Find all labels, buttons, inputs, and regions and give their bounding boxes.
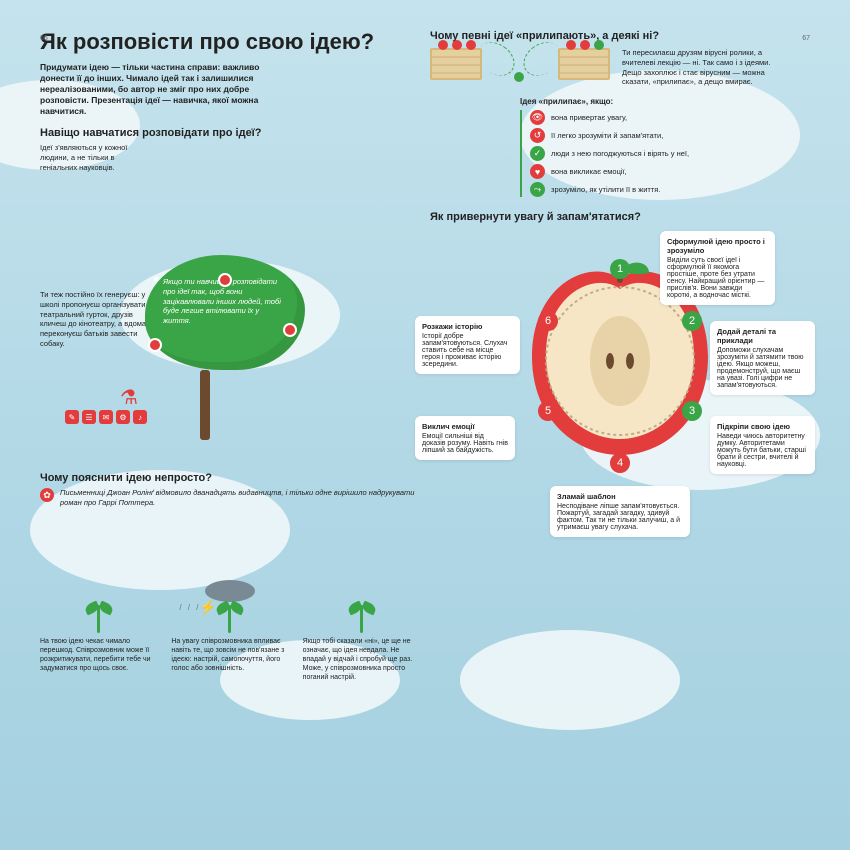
callout-details: Додай деталі та прикладиДопоможи слухача… <box>710 321 815 395</box>
stick-item: ♥вона викликає емоції, <box>530 164 810 179</box>
page-number-right: 67 <box>802 35 810 42</box>
green-ball-icon <box>514 72 524 82</box>
page-left: 66 Як розповісти про свою ідею? Придумат… <box>40 30 420 820</box>
apple-diagram: 1 2 3 4 5 6 Сформулюй ідею просто і зроз… <box>430 241 810 501</box>
bounce-zone <box>494 48 546 87</box>
why-learn-text: Ідеї з'являються у кожної людини, а не т… <box>40 143 150 172</box>
heading-why-learn: Навіщо навчатися розповідати про ідеї? <box>40 127 420 139</box>
page-right: 67 Чому певні ідеї «прилипають», а деякі… <box>430 30 810 820</box>
stick-item: ↺її легко зрозуміти й запам'ятати, <box>530 128 810 143</box>
step-badge-2: 2 <box>682 311 702 331</box>
idea-tree: Якщо ти навчишся розповідати про ідеї та… <box>145 255 305 440</box>
red-ball-icon <box>580 40 590 50</box>
page-number-left: 66 <box>40 35 48 42</box>
step-badge-5: 5 <box>538 401 558 421</box>
seedlings-row: На твою ідею чекає чимало перешкод. Спів… <box>40 585 420 682</box>
music-icon: ♪ <box>133 410 147 424</box>
stick-list-head: Ідея «прилипає», якщо: <box>520 97 810 106</box>
red-ball-icon <box>566 40 576 50</box>
rain-icon: / / / <box>179 603 200 612</box>
callout-emotion: Виклич емоціїЕмоції сильніші від доказів… <box>415 416 515 460</box>
main-title: Як розповісти про свою ідею? <box>40 30 420 54</box>
lightning-icon: ⚡ <box>199 599 216 616</box>
apple-icon <box>220 275 230 285</box>
eye-icon: 👁 <box>530 110 545 125</box>
lead-paragraph: Придумати ідею — тільки частина справи: … <box>40 62 260 117</box>
green-ball-icon <box>594 40 604 50</box>
stick-list: Ідея «прилипає», якщо: 👁вона привертає у… <box>430 97 810 197</box>
stick-item: 👁вона привертає увагу, <box>530 110 810 125</box>
watering-can-icon: ⚗ <box>120 385 138 410</box>
seedling-1: На твою ідею чекає чимало перешкод. Спів… <box>40 585 157 682</box>
heart-icon: ♥ <box>530 164 545 179</box>
sprout-icon <box>97 605 100 633</box>
step-badge-6: 6 <box>538 311 558 331</box>
red-ball-icon <box>466 40 476 50</box>
apple-icon <box>285 325 295 335</box>
sprout-icon <box>360 605 363 633</box>
activity-icons-row: ✎ ☰ ✉ ⚙ ♪ <box>65 410 147 424</box>
cycle-icon: ↺ <box>530 128 545 143</box>
apple-icon <box>150 340 160 350</box>
callout-story: Розкажи історіюІсторії добре запам'ятову… <box>415 316 520 374</box>
crates-row: Ти пересилаєш друзям вірусні ролики, а в… <box>430 48 810 87</box>
step-badge-1: 1 <box>610 259 630 279</box>
rowling-fact: ✿ Письменниці Джоан Ролінґ відмовило два… <box>40 488 420 508</box>
red-ball-icon <box>438 40 448 50</box>
step-badge-3: 3 <box>682 401 702 421</box>
step-badge-4: 4 <box>610 453 630 473</box>
bulb-icon: ✿ <box>40 488 54 502</box>
stick-intro: Ти пересилаєш друзям вірусні ролики, а в… <box>622 48 772 87</box>
red-ball-icon <box>452 40 462 50</box>
arrow-icon: ⤳ <box>530 182 545 197</box>
heading-attention: Як привернути увагу й запам'ятатися? <box>430 211 810 223</box>
generate-text: Ти теж постійно їх генеруєш: у школі про… <box>40 290 150 349</box>
mail-icon: ✉ <box>99 410 113 424</box>
seedling-3: Якщо тобі сказали «ні», це ще не означає… <box>303 585 420 682</box>
gear-icon: ⚙ <box>116 410 130 424</box>
stick-item: ✓люди з нею погоджуються і вірять у неї, <box>530 146 810 161</box>
tree-trunk <box>200 370 210 440</box>
seedling-2: / / / ⚡ На увагу співрозмовника впливає … <box>171 585 288 682</box>
crate-icon <box>430 48 482 80</box>
check-icon: ✓ <box>530 146 545 161</box>
tree-crown-quote: Якщо ти навчишся розповідати про ідеї та… <box>145 255 305 370</box>
callout-simple: Сформулюй ідею просто і зрозумілоВиділи … <box>660 231 775 305</box>
heading-stick: Чому певні ідеї «прилипають», а деякі ні… <box>430 30 810 42</box>
sprout-icon <box>228 605 231 633</box>
crate-icon <box>558 48 610 80</box>
callout-pattern: Зламай шаблонНесподіване ліпше запам'ято… <box>550 486 690 537</box>
pencil-icon: ✎ <box>65 410 79 424</box>
stick-item: ⤳зрозуміло, як утілити її в життя. <box>530 182 810 197</box>
heading-hard: Чому пояснити ідею непросто? <box>40 472 420 484</box>
list-icon: ☰ <box>82 410 96 424</box>
callout-support: Підкріпи свою ідеюНаведи чиюсь авторитет… <box>710 416 815 474</box>
